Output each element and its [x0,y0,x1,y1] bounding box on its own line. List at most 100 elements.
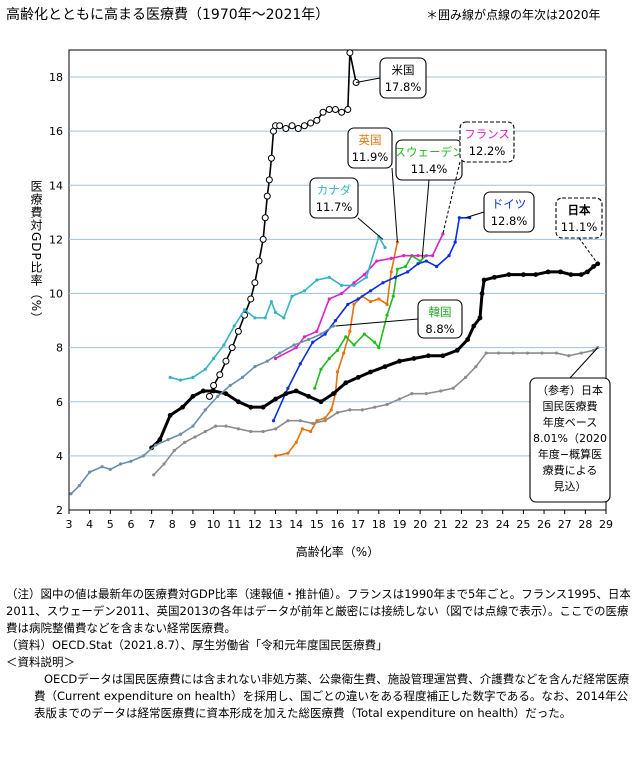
data-point [377,346,381,350]
data-point [558,269,563,275]
data-point [385,402,389,407]
x-tick-label: 13 [269,518,283,531]
data-point [340,283,344,288]
callout-text: 12.2% [469,144,506,158]
x-tick-label: 10 [207,518,221,531]
data-point [391,294,395,298]
y-tick-label: 2 [56,504,63,517]
data-point [178,432,183,436]
data-point [447,254,451,258]
data-point [352,302,356,306]
series-韓国 [69,324,335,496]
data-point [315,278,319,282]
data-point [236,427,240,431]
annotation-英国: 英国 11.9% [347,127,398,243]
callout-text: 韓国 [429,305,452,319]
data-point [492,274,497,280]
data-point [481,277,487,283]
data-point [157,437,163,443]
callout-pointer [391,167,398,243]
data-point [333,318,338,323]
annotation-スウェーデン: スウェーデン 11.4% [395,139,464,259]
callout-text: 11.4% [411,162,448,176]
data-point [368,289,373,293]
data-point [265,176,273,184]
x-tick-label: 29 [599,518,613,531]
callout-text: 療費による [543,463,598,477]
data-point [323,332,327,336]
data-point [506,272,512,277]
data-point [344,335,348,339]
source-text: （資料）OECD.Stat（2021.8.7）、厚生労働省「令和元年度国民医療費… [6,638,388,652]
data-point [152,473,156,477]
series-line [314,254,427,389]
callout-text: （参考）日本 [537,383,603,397]
data-point [191,424,195,428]
callout-box [555,197,603,239]
series-ドイツ [271,216,472,423]
x-tick-label: 4 [86,518,93,531]
data-point [172,448,176,453]
callout-pointer [355,77,381,83]
callout-box [459,121,515,163]
data-point [425,353,431,359]
data-point [298,362,302,366]
callout-text: 年度ベース [543,415,597,429]
data-point [313,386,317,390]
annotation-日本: 日本 11.1% [555,197,603,265]
callout-pointer [578,237,599,265]
data-point [360,408,364,412]
data-point [286,451,290,455]
plot-area [68,49,607,511]
data-point [554,351,559,355]
data-point [234,327,242,335]
data-point [235,399,241,405]
data-point [205,392,213,400]
data-point [306,337,311,342]
data-point [440,353,446,359]
data-point [424,259,428,263]
data-point [463,375,468,380]
data-point [356,297,360,301]
callout-text: 国民医療費 [543,399,598,413]
data-point [441,232,445,236]
annotation-韓国: 韓国 8.8% [335,299,463,339]
callout-text: 12.8% [491,214,528,228]
data-point [203,429,207,434]
data-point [222,343,226,347]
data-point [579,351,583,355]
data-point [327,356,331,361]
data-point [319,367,323,371]
data-point [479,291,485,296]
data-point [261,214,269,222]
callout-text: 米国 [392,63,415,77]
x-tick-label: 26 [537,518,551,531]
series-フランス [273,232,445,361]
callout-text: フランス [464,127,510,141]
data-point [300,427,304,431]
data-point [395,267,399,271]
data-point [330,391,336,397]
callout-pointer [569,347,599,379]
data-point [410,392,414,396]
callout-pointer [357,217,384,240]
data-point [294,440,298,444]
data-point [591,264,597,269]
x-tick-label: 19 [392,518,406,531]
data-point [211,388,216,394]
data-point [200,388,206,394]
data-point [497,351,501,355]
data-point [465,337,471,342]
x-tick-label: 25 [516,518,530,531]
data-point [190,393,196,399]
data-point [525,351,530,355]
data-point [253,316,257,320]
data-point [273,396,278,402]
data-point [348,329,352,334]
annotation-フランス: フランス 12.2% [442,121,515,235]
data-point [292,343,296,347]
data-point [294,346,298,350]
data-point [313,116,321,124]
data-point [385,313,389,317]
